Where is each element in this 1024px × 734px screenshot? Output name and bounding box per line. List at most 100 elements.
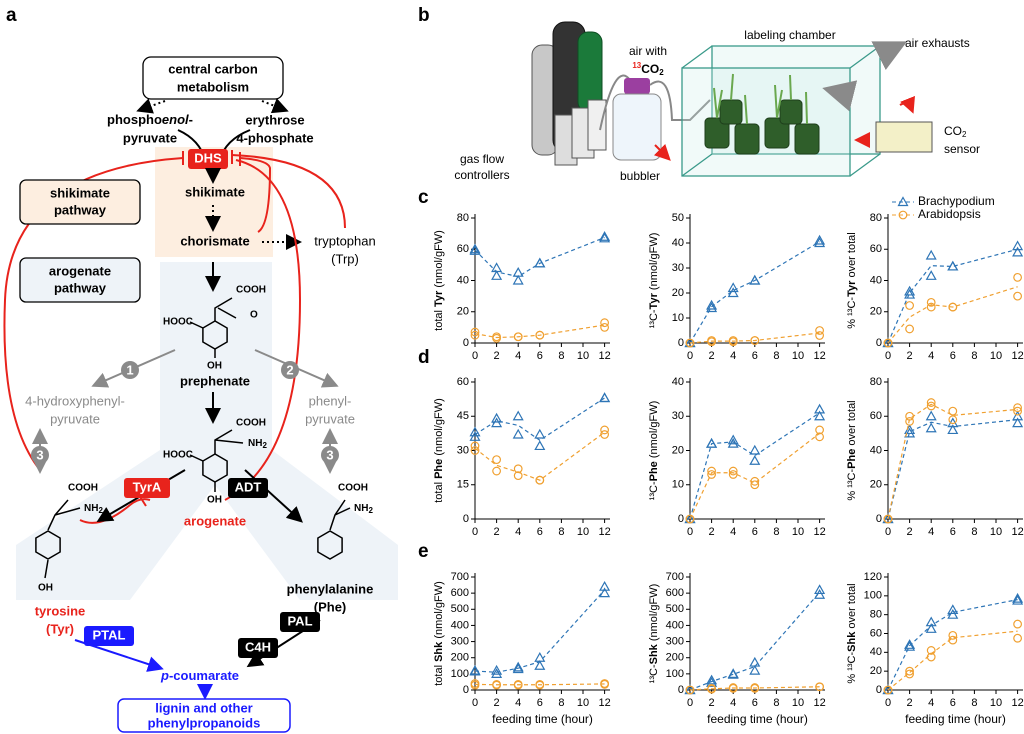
box-label: pathway (54, 280, 107, 295)
data-point (904, 639, 916, 649)
setup-label: air with (629, 44, 667, 58)
series-line (887, 403, 1018, 520)
y-tick-label: 40 (870, 274, 882, 286)
x-axis-title: feeding time (hour) (707, 712, 808, 726)
x-tick-label: 0 (885, 350, 891, 362)
x-tick-label: 10 (577, 697, 589, 709)
x-tick-label: 6 (950, 526, 956, 538)
enzyme-box (238, 638, 278, 658)
y-tick-label: 60 (870, 410, 882, 422)
text: (nmol/gFW) (433, 398, 445, 459)
y-tick-label: 20 (672, 444, 684, 456)
x-tick-label: 12 (813, 350, 825, 362)
data-point (814, 410, 826, 421)
data-point (905, 324, 914, 334)
text: 2 (262, 441, 267, 450)
box-label: pathway (54, 202, 107, 217)
text: % ¹³C- (846, 652, 858, 684)
data-point (600, 430, 609, 439)
data-point (1012, 246, 1024, 257)
data-point (728, 337, 738, 347)
box (19, 257, 141, 303)
data-point (750, 480, 760, 490)
node-label: pyruvate (305, 411, 355, 426)
text: ¹³C- (648, 309, 660, 328)
x-tick-label: 8 (773, 697, 779, 709)
data-point (469, 431, 481, 441)
chem-label: O (250, 310, 258, 321)
data-point (685, 338, 695, 348)
x-tick-label: 10 (577, 526, 589, 538)
data-point (599, 232, 611, 243)
box-label: arogenate (49, 263, 111, 278)
data-point (905, 669, 914, 679)
data-point (1013, 633, 1022, 643)
x-tick-label: 2 (907, 697, 913, 709)
x-tick-label: 0 (885, 526, 891, 538)
data-point (707, 337, 716, 347)
data-point (706, 674, 718, 685)
step-label: 1 (126, 362, 133, 377)
y-tick-label: 80 (457, 212, 469, 224)
series-line (887, 286, 1018, 344)
data-point (897, 196, 909, 207)
enzyme-box (84, 626, 134, 646)
node-label: central carbon (168, 61, 258, 76)
data-point (727, 434, 739, 445)
x-tick-label: 10 (577, 350, 589, 362)
data-point (750, 476, 760, 486)
y-tick-label: 0 (678, 684, 684, 696)
panel-label: c (418, 187, 429, 208)
data-point (815, 682, 824, 692)
x-tick-label: 12 (598, 526, 610, 538)
data-point (727, 437, 739, 448)
series-line (887, 419, 1018, 520)
y-tick-label: 45 (457, 410, 469, 422)
y-tick-label: 100 (666, 668, 684, 680)
y-tick-label: 200 (451, 652, 469, 664)
y-tick-label: 200 (666, 652, 684, 664)
y-tick-label: 80 (870, 212, 882, 224)
data-point (926, 302, 936, 312)
series-line (689, 332, 820, 344)
chem-label: NH2 (248, 438, 267, 450)
x-tick-label: 4 (730, 697, 736, 709)
data-point (599, 231, 611, 241)
node-label: (Phe) (314, 599, 347, 614)
data-point (926, 401, 936, 411)
series-line (689, 241, 820, 344)
step-label: 3 (36, 447, 43, 462)
node-label: tryptophan (314, 233, 375, 248)
box (142, 56, 284, 100)
text: (nmol/gFW) (433, 230, 445, 291)
x-tick-label: 8 (971, 697, 977, 709)
data-point (1012, 594, 1024, 605)
data-point (491, 664, 503, 675)
node-label: phosphoenol- (107, 112, 193, 127)
chem-label: COOH (236, 285, 266, 296)
chem-label: OH (207, 495, 222, 506)
x-tick-label: 4 (730, 350, 736, 362)
x-tick-label: 4 (515, 526, 521, 538)
data-point (727, 282, 739, 293)
data-point (470, 441, 480, 451)
x-tick-label: 0 (885, 697, 891, 709)
x-tick-label: 4 (928, 697, 934, 709)
y-tick-label: 40 (870, 444, 882, 456)
y-tick-label: 100 (451, 668, 469, 680)
node-label: phenylalanine (287, 581, 374, 596)
y-tick-label: 600 (666, 587, 684, 599)
y-tick-label: 0 (463, 337, 469, 349)
series-line (689, 686, 820, 691)
data-point (814, 234, 826, 245)
series-line (689, 412, 820, 520)
text: enol (162, 112, 189, 127)
text: (nmol/gFW) (648, 584, 660, 645)
data-point (469, 243, 481, 254)
y-tick-label: 60 (457, 243, 469, 255)
y-tick-label: 20 (870, 665, 882, 677)
y-tick-label: 600 (451, 587, 469, 599)
x-tick-label: 0 (687, 526, 693, 538)
node-label: (Trp) (331, 251, 359, 266)
series-line (689, 591, 821, 691)
